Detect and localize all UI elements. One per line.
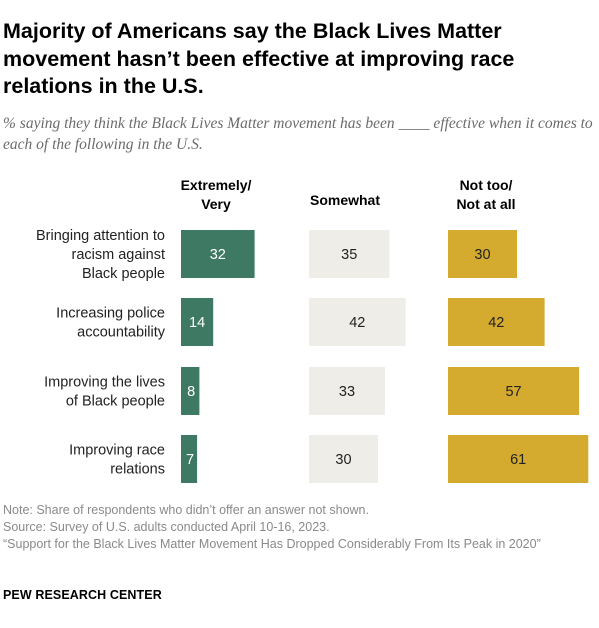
category-label-lives-black-people: Improving the lives of Black people [44, 375, 165, 410]
value-label-somewhat-attention-racism: 35 [341, 247, 357, 263]
bar-extremely-very-attention-racism [181, 230, 255, 278]
value-label-somewhat-lives-black-people: 33 [339, 384, 355, 400]
chart-notes: Note: Share of respondents who didn’t of… [3, 502, 595, 553]
value-label-somewhat-police-accountability: 42 [349, 315, 365, 331]
source-text: Source: Survey of U.S. adults conducted … [3, 520, 330, 534]
bar-not-too-police-accountability [448, 298, 545, 346]
bar-somewhat-race-relations [309, 435, 378, 483]
column-header-somewhat: Somewhat [310, 192, 380, 208]
chart-title: Majority of Americans say the Black Live… [3, 19, 515, 98]
bar-somewhat-police-accountability [309, 298, 406, 346]
value-label-extremely-very-attention-racism: 32 [210, 247, 226, 263]
bar-not-too-lives-black-people [448, 367, 580, 415]
bar-chart: Extremely/Very Somewhat Not too/Not at all… [36, 177, 589, 483]
value-label-not-too-race-relations: 61 [510, 452, 526, 468]
column-header-not-too: Not too/Not at all [456, 177, 515, 212]
value-label-extremely-very-police-accountability: 14 [189, 315, 205, 331]
report-title-text: “Support for the Black Lives Matter Move… [3, 537, 541, 551]
column-header-extremely-very: Extremely/Very [181, 177, 252, 212]
bar-somewhat-lives-black-people [309, 367, 385, 415]
value-label-not-too-police-accountability: 42 [488, 315, 504, 331]
brand-name: PEW RESEARCH CENTER [3, 588, 162, 602]
category-label-police-accountability: Increasing police accountability [56, 306, 166, 341]
bar-extremely-very-police-accountability [181, 298, 214, 346]
category-label-attention-racism: Bringing attention to racism against Black… [36, 228, 165, 282]
value-label-somewhat-race-relations: 30 [335, 452, 351, 468]
value-label-not-too-attention-racism: 30 [474, 247, 490, 263]
bar-extremely-very-race-relations [181, 435, 198, 483]
value-label-extremely-very-race-relations: 7 [186, 452, 194, 468]
bar-somewhat-attention-racism [309, 230, 390, 278]
note-text: Note: Share of respondents who didn’t of… [3, 503, 369, 517]
bar-extremely-very-lives-black-people [181, 367, 200, 415]
value-label-extremely-very-lives-black-people: 8 [187, 384, 195, 400]
value-label-not-too-lives-black-people: 57 [505, 384, 521, 400]
bar-not-too-race-relations [448, 435, 589, 483]
chart-subtitle: % saying they think the Black Lives Matt… [3, 115, 593, 153]
bar-not-too-attention-racism [448, 230, 517, 278]
category-label-race-relations: Improving race relations [69, 443, 165, 478]
